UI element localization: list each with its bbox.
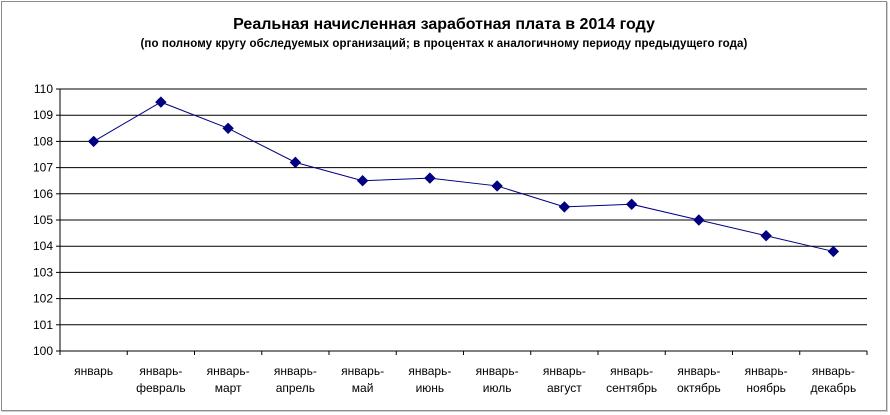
y-tick-label: 109 <box>33 108 53 122</box>
y-tick-label: 106 <box>33 187 53 201</box>
y-tick-label: 108 <box>33 134 53 148</box>
x-tick-label: январь- <box>610 364 653 378</box>
x-tick-label: ноябрь <box>746 381 786 395</box>
data-point <box>693 214 705 226</box>
x-tick-label: январь- <box>139 364 182 378</box>
x-tick-label: апрель <box>276 381 315 395</box>
x-tick-label: январь- <box>745 364 788 378</box>
y-tick-label: 105 <box>33 213 53 227</box>
x-tick-label: август <box>547 381 582 395</box>
x-tick-label: июль <box>483 381 512 395</box>
y-tick-label: 100 <box>33 344 53 358</box>
data-point <box>424 172 436 184</box>
data-point <box>827 245 840 258</box>
x-tick-label: сентябрь <box>606 381 657 395</box>
x-tick-label: июнь <box>416 381 445 395</box>
y-tick-label: 102 <box>33 292 53 306</box>
y-tick-label: 103 <box>33 265 53 279</box>
x-tick-label: май <box>352 381 374 395</box>
y-tick-label: 104 <box>33 239 53 253</box>
data-point <box>760 230 772 242</box>
data-point <box>625 198 638 210</box>
data-point <box>558 201 571 213</box>
x-tick-label: январь- <box>207 364 250 378</box>
y-tick-label: 107 <box>33 161 53 175</box>
x-tick-label: март <box>215 381 242 395</box>
y-tick-label: 101 <box>33 318 53 332</box>
x-tick-label: декабрь <box>811 381 857 395</box>
chart-subtitle: (по полному кругу обследуемых организаци… <box>140 38 748 50</box>
data-point <box>87 135 100 148</box>
y-tick-label: 110 <box>34 82 53 96</box>
x-tick-label: февраль <box>136 381 186 395</box>
x-tick-label: январь- <box>341 364 384 378</box>
series-line <box>93 101 834 252</box>
x-tick-label: январь <box>74 364 113 378</box>
x-tick-label: январь- <box>677 364 720 378</box>
x-tick-label: январь- <box>476 364 519 378</box>
data-point <box>491 180 503 192</box>
x-tick-label: январь- <box>408 364 451 378</box>
x-tick-label: январь- <box>274 364 317 378</box>
line-chart: 100 101 102 103 104 105 106 107 108 109 110 январь я… <box>33 82 868 395</box>
x-tick-label: январь- <box>543 364 586 378</box>
data-point <box>222 122 234 135</box>
x-tick-label: январь- <box>812 364 855 378</box>
data-point <box>356 174 369 187</box>
data-point <box>289 156 302 169</box>
x-tick-label: октябрь <box>677 381 721 395</box>
data-point <box>155 96 167 108</box>
chart-title: Реальная начисленная заработная плата в … <box>233 16 655 33</box>
